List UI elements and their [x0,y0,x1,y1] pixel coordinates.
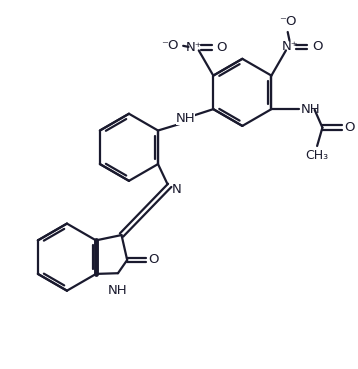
Text: NH: NH [108,284,128,297]
Text: O: O [344,121,355,134]
Text: N: N [172,183,182,196]
Text: ⁻O: ⁻O [161,39,178,52]
Text: NH: NH [301,103,321,115]
Text: N⁺: N⁺ [186,41,203,54]
Text: O: O [312,40,322,54]
Text: O: O [216,41,227,54]
Text: N⁺: N⁺ [282,40,299,54]
Text: CH₃: CH₃ [305,149,329,162]
Text: ⁻O: ⁻O [279,15,296,28]
Text: O: O [148,254,159,266]
Text: NH: NH [176,111,195,125]
